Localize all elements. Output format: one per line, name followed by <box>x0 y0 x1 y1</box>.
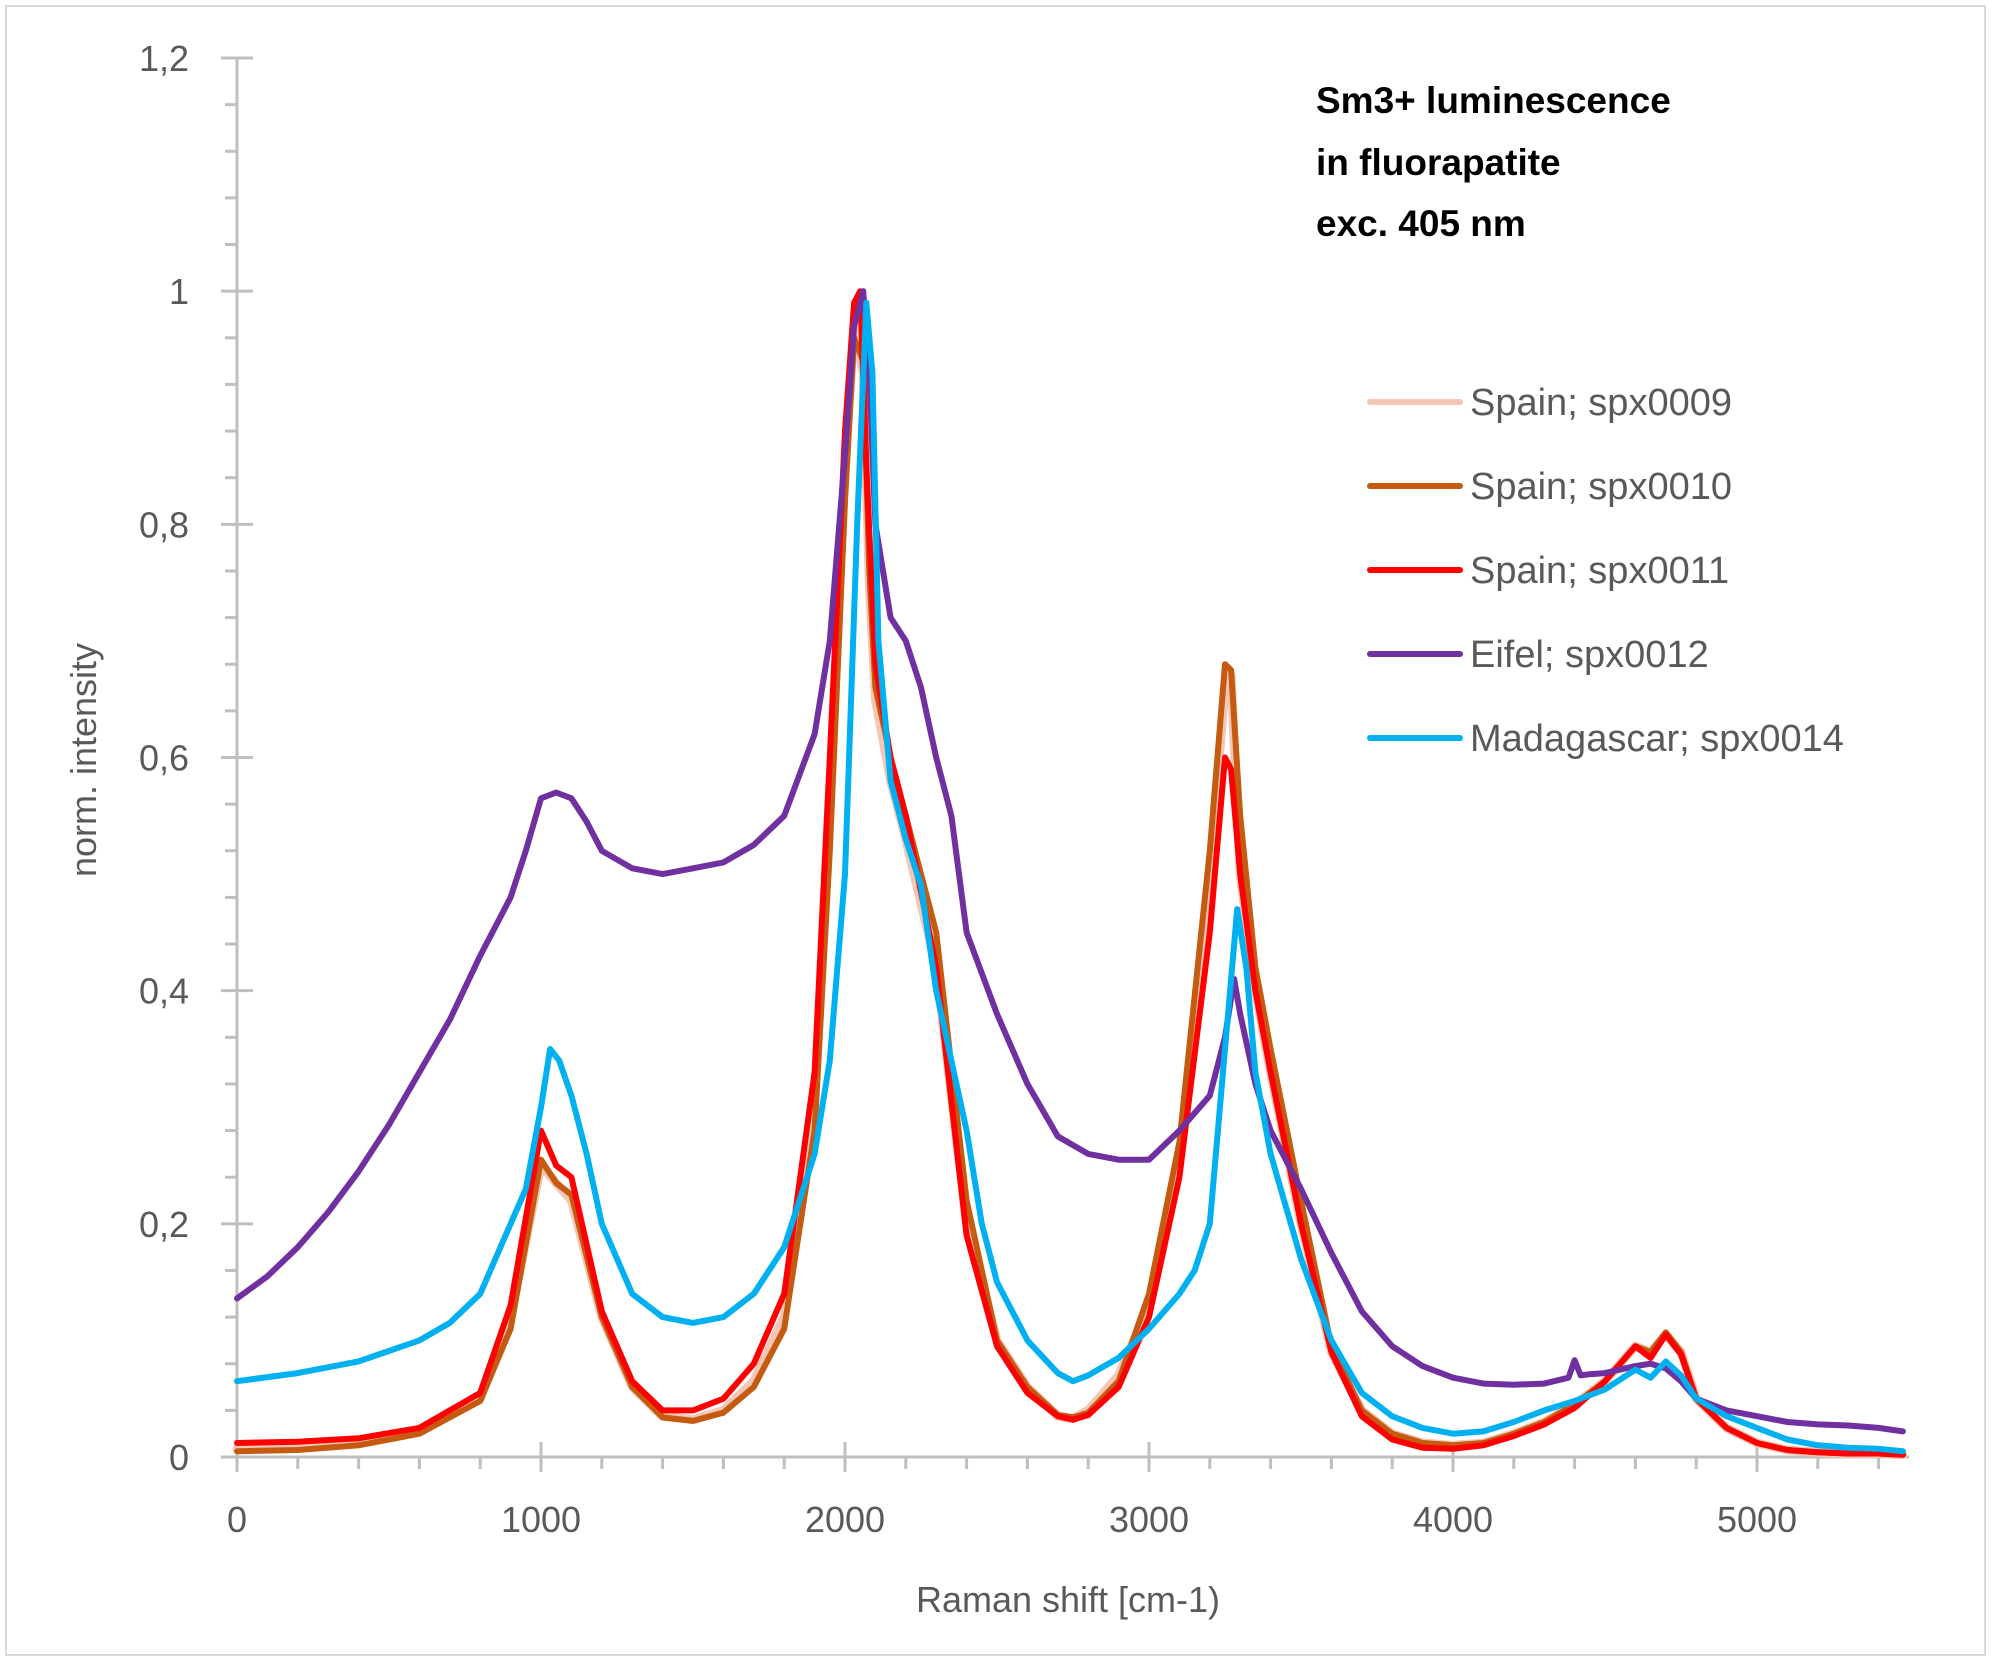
series-line-eifel-spx0012 <box>234 288 1906 1435</box>
legend: Spain; spx0009 Spain; spx0010 Spain; spx00… <box>1367 382 1844 760</box>
annotation-line-1: Sm3+ luminescence <box>1316 80 1671 121</box>
legend-label: Madagascar; spx0014 <box>1470 718 1844 760</box>
annotation-line-2: in fluorapatite <box>1316 142 1561 183</box>
series-line-spain-spx0011 <box>234 288 1906 1458</box>
x-tick-label: 4000 <box>1413 1499 1493 1540</box>
x-tick-label: 3000 <box>1109 1499 1189 1540</box>
y-tick-label: 0,6 <box>139 738 189 779</box>
y-tick-label: 0 <box>169 1437 189 1478</box>
x-tick-label: 5000 <box>1717 1499 1797 1540</box>
series-line-madagascar-spx0014 <box>234 299 1906 1455</box>
x-axis-title: Raman shift [cm-1) <box>916 1579 1220 1620</box>
legend-label: Spain; spx0011 <box>1470 550 1729 592</box>
y-tick-label: 0,2 <box>139 1204 189 1245</box>
y-tick-label: 0,4 <box>139 971 189 1012</box>
y-axis-title: norm. intensity <box>63 643 104 877</box>
y-tick-label: 1,2 <box>139 38 189 79</box>
y-tick-label: 0,8 <box>139 504 189 545</box>
x-tick-label: 2000 <box>805 1499 885 1540</box>
axes: 0 1000 2000 3000 4000 5000 0 0,2 0,4 0,6 0,8 1 1,2 <box>139 38 1909 1540</box>
legend-label: Spain; spx0010 <box>1470 466 1732 508</box>
chart-frame <box>5 5 1986 1656</box>
y-tick-label: 1 <box>169 271 189 312</box>
annotation-line-3: exc. 405 nm <box>1316 203 1526 244</box>
chart-annotation: Sm3+ luminescence in fluorapatite exc. 4… <box>1316 80 1671 244</box>
legend-label: Eifel; spx0012 <box>1470 634 1709 676</box>
x-tick-label: 0 <box>227 1499 247 1540</box>
legend-label: Spain; spx0009 <box>1470 382 1732 424</box>
series-layer <box>232 288 1908 1460</box>
x-tick-label: 1000 <box>501 1499 581 1540</box>
